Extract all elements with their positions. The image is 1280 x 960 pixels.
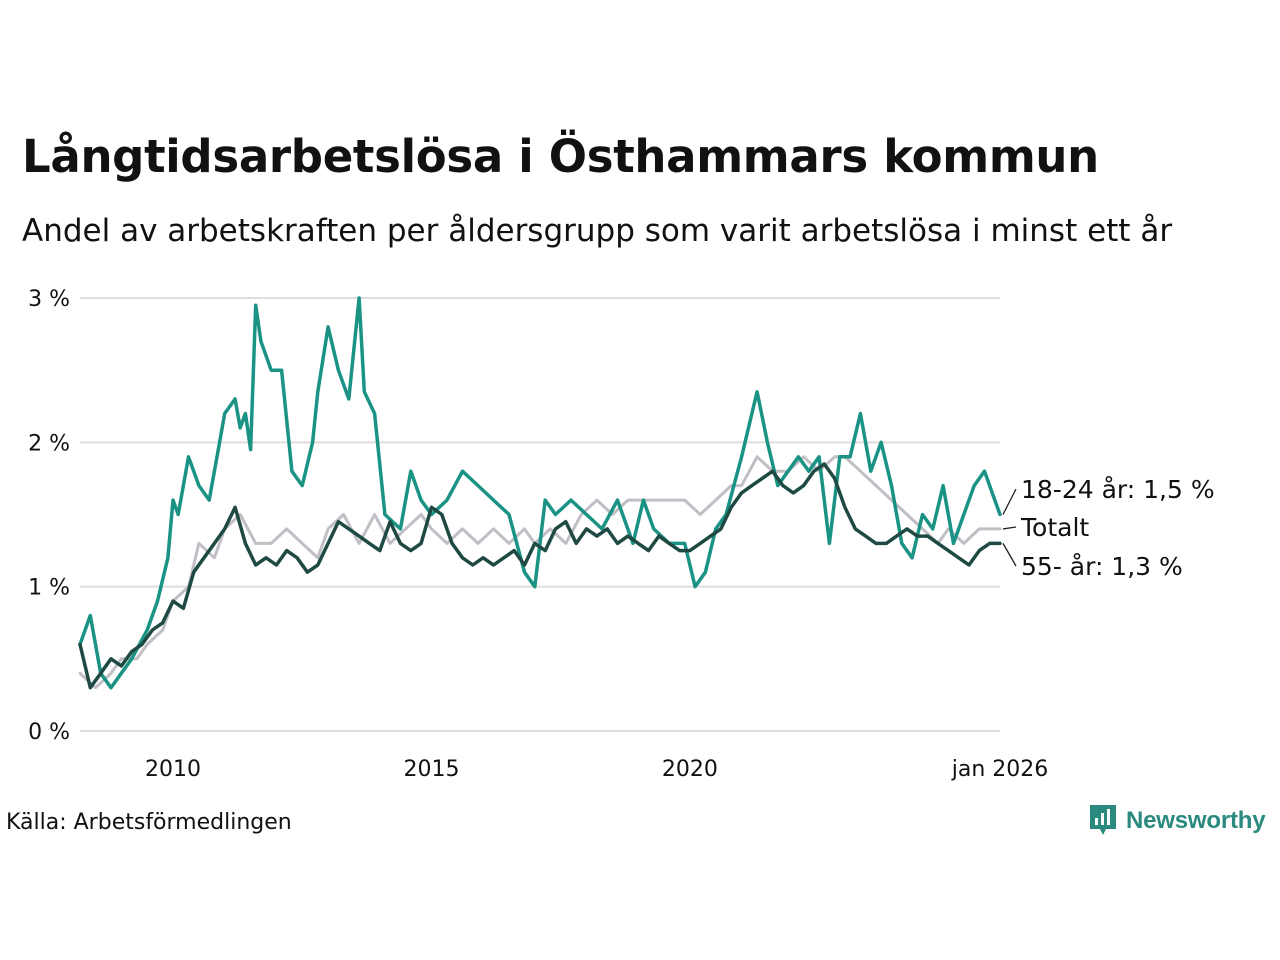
series-end-labels: Totalt 18-24 år: 1,5 % 55- år: 1,3 % [1002,475,1215,581]
label-leader-youth [1002,488,1017,515]
x-tick-label: 2010 [145,757,201,782]
series-line-youth [78,296,1002,690]
source-note: Källa: Arbetsförmedlingen [6,810,292,835]
chart-subtitle: Andel av arbetskraften per åldersgrupp s… [22,213,1173,249]
label-leader-total [1002,526,1017,530]
brand-logo: Newsworthy [1088,803,1266,839]
x-tick-label: 2015 [403,757,459,782]
x-tick-label: 2020 [662,757,718,782]
series-end-label-total: Totalt [1020,513,1089,542]
y-axis-labels: 0 % 1 % 2 % 3 % [28,287,70,745]
series-line-older [78,462,1002,690]
x-tick-label: jan 2026 [951,757,1049,782]
x-axis-labels: 2010 2015 2020 jan 2026 [145,757,1048,782]
chart-title: Långtidsarbetslösa i Östhammars kommun [22,130,1099,183]
series-end-label-older: 55- år: 1,3 % [1021,552,1183,581]
brand-name: Newsworthy [1126,807,1266,834]
y-tick-label: 2 % [28,431,70,456]
series-end-label-youth: 18-24 år: 1,5 % [1021,475,1215,504]
grid-lines [80,297,1000,732]
newsworthy-chart-icon [1090,805,1116,835]
label-leader-older [1002,543,1017,567]
series-line-total [78,455,1002,690]
series-lines [78,296,1002,690]
y-tick-label: 3 % [28,287,70,312]
y-tick-label: 1 % [28,576,70,601]
y-tick-label: 0 % [28,720,70,745]
